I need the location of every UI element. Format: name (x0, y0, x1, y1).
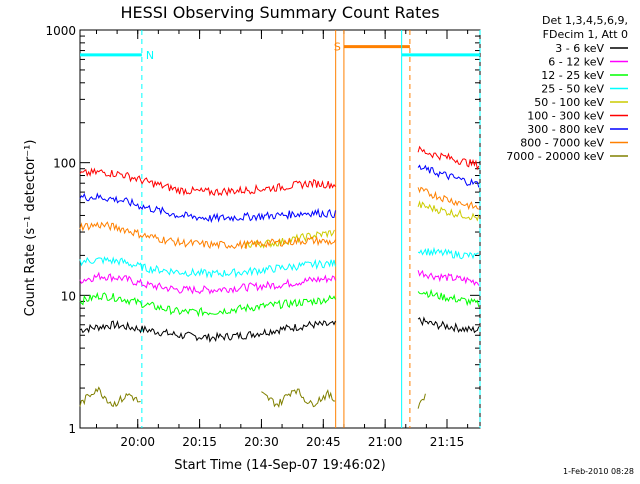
y-axis-label: Count Rate (s⁻¹ detector⁻¹) (23, 140, 38, 317)
series-line (79, 291, 336, 318)
series-line (417, 288, 480, 308)
legend-label: 50 - 100 keV (534, 96, 604, 109)
legend-label: 100 - 300 keV (527, 110, 604, 123)
legend-label: 25 - 50 keV (541, 83, 604, 96)
series-line (417, 246, 479, 260)
legend-label: 12 - 25 keV (541, 69, 604, 82)
legend-header-line-1: Det 1,3,4,5,6,9, (542, 14, 628, 27)
x-tick-label: 20:45 (306, 435, 341, 449)
series-line (417, 186, 479, 211)
legend-label: 800 - 7000 keV (520, 137, 604, 150)
y-tick-label: 10 (61, 289, 76, 303)
x-tick-label: 20:00 (120, 435, 155, 449)
x-tick-label: 21:15 (430, 435, 465, 449)
x-tick-label: 20:30 (244, 435, 279, 449)
series-line (79, 167, 336, 197)
x-axis-label: Start Time (14-Sep-07 19:46:02) (174, 458, 385, 473)
series-line (79, 320, 336, 343)
annotations: NS (80, 30, 481, 428)
series-line (417, 200, 480, 222)
legend-label: 6 - 12 keV (548, 56, 604, 69)
series-line (417, 269, 480, 286)
series-line (79, 221, 336, 250)
series-line (79, 386, 141, 408)
series-group (79, 145, 480, 409)
x-tick-label: 20:15 (182, 435, 217, 449)
chart-title: HESSI Observing Summary Count Rates (120, 3, 439, 22)
y-axis: 1 10 100 1000 (45, 24, 480, 436)
y-tick-label: 1000 (45, 24, 76, 38)
legend-label: 3 - 6 keV (555, 42, 604, 55)
y-tick-label: 1 (68, 422, 76, 436)
legend: Det 1,3,4,5,6,9, FDecim 1, Att 0 3 - 6 k… (506, 14, 628, 163)
flag-label: N (146, 49, 154, 62)
legend-label: 300 - 800 keV (527, 123, 604, 136)
series-line (417, 316, 480, 334)
series-line (417, 393, 426, 409)
plot-frame (79, 29, 481, 429)
series-line (79, 192, 336, 224)
legend-header-line-2: FDecim 1, Att 0 (543, 28, 628, 41)
series-line (79, 255, 336, 279)
x-axis: 20:00 20:15 20:30 20:45 21:00 21:15 (95, 30, 469, 449)
series-line (417, 145, 480, 171)
legend-label: 7000 - 20000 keV (506, 150, 604, 163)
x-tick-label: 21:00 (368, 435, 403, 449)
plot-area (79, 29, 481, 429)
flag-label: S (334, 41, 341, 54)
series-line (79, 271, 336, 295)
y-tick-label: 100 (53, 157, 76, 171)
footer-date: 1-Feb-2010 08:28 (563, 467, 634, 476)
series-line (261, 388, 336, 409)
series-line (417, 164, 480, 188)
